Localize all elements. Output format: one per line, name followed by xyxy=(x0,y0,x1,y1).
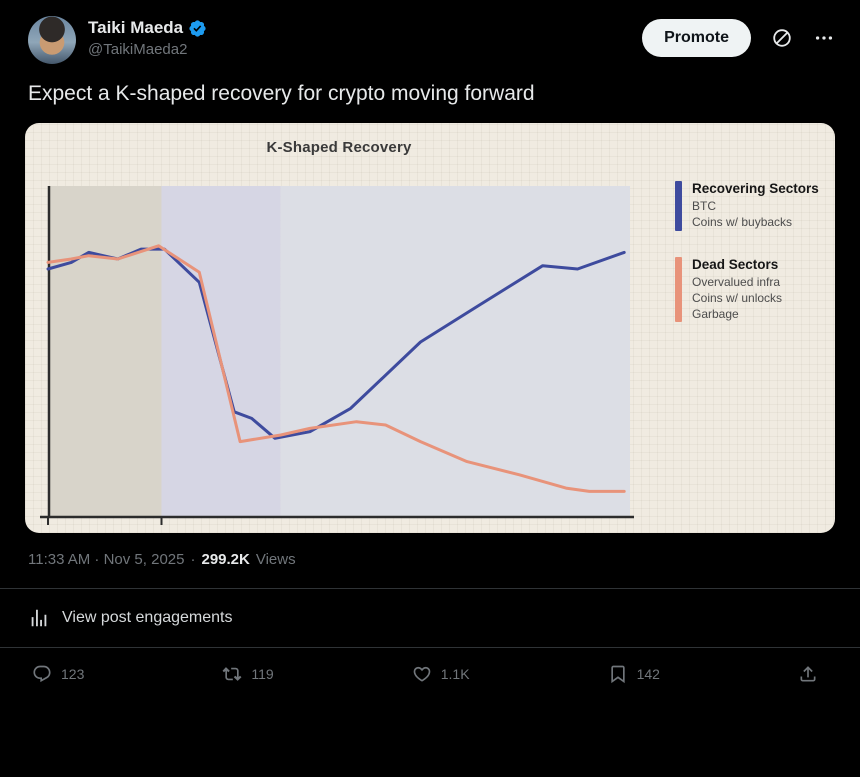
verified-badge-icon xyxy=(188,19,207,38)
tweet-media-chart[interactable]: K-Shaped Recovery Recovering Sectors BTC C… xyxy=(25,123,835,534)
like-count: 1.1K xyxy=(440,666,470,683)
reply-count: 123 xyxy=(61,666,85,683)
views-label: Views xyxy=(255,551,296,569)
reply-button[interactable]: 123 xyxy=(32,664,84,684)
legend-series-name: Recovering Sectors xyxy=(692,181,819,197)
views-count: 299.2K xyxy=(201,551,250,569)
meta-separator: · xyxy=(190,551,196,569)
bookmark-button[interactable]: 142 xyxy=(608,664,660,684)
engagements-label: View post engagements xyxy=(62,609,233,627)
view-engagements-link[interactable]: View post engagements xyxy=(0,589,860,647)
tweet-header: Taiki Maeda @TaikiMaeda2 Promote xyxy=(0,0,860,64)
avatar[interactable] xyxy=(28,16,76,64)
analytics-bars-icon xyxy=(28,607,50,629)
like-button[interactable]: 1.1K xyxy=(412,664,470,684)
legend-sublabel: Coins w/ buybacks xyxy=(692,215,793,230)
author-name[interactable]: Taiki Maeda xyxy=(88,18,184,37)
legend-swatch xyxy=(675,256,682,323)
tweet-text: Expect a K-shaped recovery for crypto mo… xyxy=(28,82,535,105)
legend-entry: Dead Sectors Overvalued infra Coins w/ unl… xyxy=(675,256,835,323)
bookmark-count: 142 xyxy=(636,666,660,683)
chart-title: K-Shaped Recovery xyxy=(266,139,412,157)
legend-sublabel: Overvalued infra xyxy=(692,274,781,289)
legend-swatch xyxy=(675,181,682,231)
more-options-icon[interactable] xyxy=(813,27,835,49)
action-bar: 123 119 1.1K 142 xyxy=(0,648,860,684)
repost-count: 119 xyxy=(251,666,274,683)
repost-button[interactable]: 119 xyxy=(222,664,274,684)
repost-icon xyxy=(222,667,242,682)
tweet-meta: 11:33 AM · Nov 5, 2025 · 299.2K Views xyxy=(0,551,860,568)
timestamp: 11:33 AM · Nov 5, 2025 xyxy=(28,551,185,569)
legend-sublabel: Coins w/ unlocks xyxy=(692,290,783,305)
legend-series-name: Dead Sectors xyxy=(692,256,779,272)
divider xyxy=(0,588,860,590)
share-button[interactable] xyxy=(798,664,818,684)
circle-slash-icon[interactable] xyxy=(771,27,793,49)
chart-plot-svg xyxy=(40,186,634,526)
legend-sublabel: Garbage xyxy=(692,307,739,322)
author-block[interactable]: Taiki Maeda @TaikiMaeda2 xyxy=(88,16,207,58)
legend-sublabel: BTC xyxy=(692,199,716,214)
divider xyxy=(0,647,860,649)
author-handle[interactable]: @TaikiMaeda2 xyxy=(88,41,188,58)
legend-entry: Recovering Sectors BTC Coins w/ buybacks xyxy=(675,181,835,231)
bookmark-icon xyxy=(610,665,625,684)
heart-icon xyxy=(413,667,431,682)
chart-legend: Recovering Sectors BTC Coins w/ buybacks De… xyxy=(675,181,835,348)
promote-button[interactable]: Promote xyxy=(642,19,751,57)
reply-icon xyxy=(33,665,51,683)
share-icon xyxy=(800,666,816,682)
